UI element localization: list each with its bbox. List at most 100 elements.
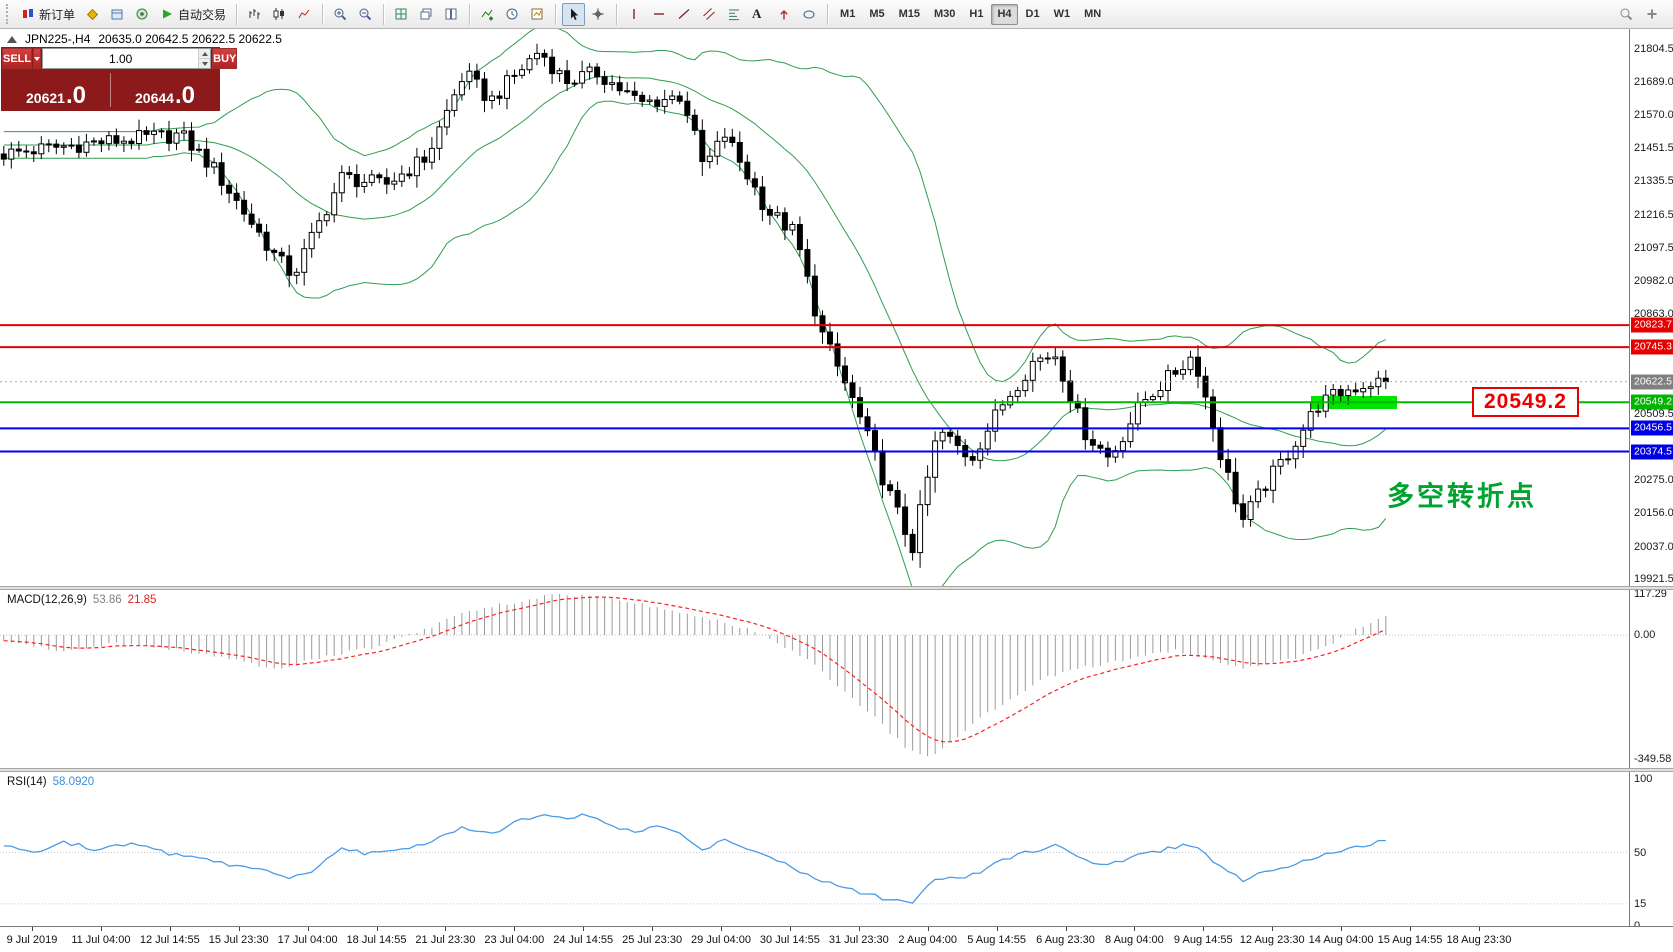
tile-windows-button[interactable] [390,3,413,26]
timeframe-h1-button[interactable]: H1 [963,4,989,25]
zoom-in-icon [334,8,347,21]
macd-indicator-pane[interactable]: MACD(12,26,9) 53.86 21.85 [0,590,1629,768]
price-axis-badge: 20823.7 [1631,317,1673,333]
pane-splitter[interactable] [0,586,1673,590]
price-chart-canvas[interactable] [0,29,1629,586]
timeframe-m30-button[interactable]: M30 [928,4,961,25]
horizontal-line-icon [654,13,665,15]
toolbar-separator [616,3,618,25]
trendline-button[interactable] [673,3,696,26]
zoom-out-button[interactable] [354,3,377,26]
rsi-axis-label: 50 [1634,846,1647,859]
price-axis-badge: 20374.5 [1631,444,1673,459]
rsi-canvas[interactable] [0,772,1629,926]
chevron-up-icon [201,51,208,56]
timeframe-m5-button[interactable]: M5 [863,4,890,25]
shapes-tool-button[interactable] [798,3,821,26]
timeframe-m1-button[interactable]: M1 [834,4,861,25]
time-axis-label: 18 Aug 23:30 [1446,934,1512,946]
macd-signal-value: 21.85 [127,594,157,606]
volume-decrease-button[interactable] [199,58,211,68]
templates-button[interactable] [526,3,549,26]
vertical-line-button[interactable] [623,3,646,26]
volume-input[interactable] [43,49,199,68]
volume-increase-button[interactable] [199,49,211,58]
sell-price[interactable]: 20621.0 [26,81,86,109]
price-axis-badge: 20549.2 [1631,394,1673,410]
time-axis-tick [445,927,447,931]
price-axis-badge: 20745.3 [1631,339,1673,355]
price-axis-label: 21451.5 [1634,142,1673,155]
sell-button[interactable]: SELL [2,48,33,69]
buy-button[interactable]: BUY [212,48,238,69]
crosshair-button[interactable] [587,3,610,26]
macd-canvas[interactable] [0,590,1629,768]
horizontal-line-button[interactable] [648,3,671,26]
time-axis-tick [1341,927,1343,931]
timeframe-mn-button[interactable]: MN [1078,4,1107,25]
price-axis-label: 21804.5 [1634,43,1673,55]
price-divider [110,73,111,107]
macd-label: MACD(12,26,9) 53.86 21.85 [7,594,156,606]
time-axis-tick [376,927,378,931]
candlestick-chart-button[interactable] [268,3,291,26]
indicators-button[interactable] [476,3,499,26]
price-chart-pane[interactable]: 20549.2 多空转折点 [0,29,1629,586]
tile-windows-icon [395,8,407,20]
price-level-callout[interactable]: 20549.2 [1472,387,1579,417]
timeframe-w1-button[interactable]: W1 [1048,4,1077,25]
cursor-button[interactable] [562,2,586,26]
price-axis-label: 20037.0 [1634,540,1673,553]
time-axis-label: 12 Jul 14:55 [139,934,200,946]
candlestick-chart-icon [273,8,285,20]
text-tool-button[interactable]: A [748,3,771,26]
zoom-out-icon [359,8,372,21]
toolbar-grip[interactable] [6,4,10,24]
line-chart-button[interactable] [293,3,316,26]
autotrading-label: 自动交易 [178,7,227,22]
time-axis-label: 9 Jul 2019 [6,934,58,946]
templates-icon [531,8,543,20]
rsi-value: 58.0920 [52,776,95,788]
zoom-in-button[interactable] [329,3,352,26]
marketwatch-button[interactable] [81,3,104,26]
autotrading-button[interactable]: 自动交易 [156,3,230,26]
order-type-dropdown[interactable] [33,48,42,69]
timeframe-m15-button[interactable]: M15 [893,4,926,25]
search-button[interactable] [1615,3,1638,26]
time-axis-tick [1272,927,1274,931]
main-toolbar: 新订单 自动交易 [0,0,1673,29]
new-order-button[interactable]: 新订单 [17,3,79,26]
channel-button[interactable] [698,3,721,26]
trade-panel-toggle-icon[interactable] [7,35,17,43]
data-window-button[interactable] [106,3,129,26]
arrows-tool-button[interactable] [773,3,796,26]
navigator-button[interactable] [131,3,154,26]
toolbar-separator [827,3,829,25]
periods-button[interactable] [501,3,524,26]
time-axis-tick [721,927,722,931]
time-axis-tick [1478,927,1480,931]
pane-splitter[interactable] [0,768,1673,772]
fibonacci-button[interactable] [723,3,746,26]
chevron-down-icon [201,61,208,66]
buy-price[interactable]: 20644.0 [135,81,195,109]
price-axis-label: 21335.5 [1634,175,1673,187]
time-axis[interactable]: 9 Jul 2019 11 Jul 04:00 12 Jul 14:55 15 Jul… [0,926,1673,952]
time-axis-tick [583,927,585,931]
timeframe-d1-button[interactable]: D1 [1020,4,1046,25]
time-axis-label: 8 Aug 04:00 [1105,934,1164,946]
time-axis-tick [100,927,102,931]
data-window-icon [111,9,123,20]
vertical-line-icon [633,9,635,19]
tile-vertical-button[interactable] [440,3,463,26]
cascade-windows-button[interactable] [415,3,438,26]
bar-chart-button[interactable] [243,3,266,26]
chart-symbol-title: JPN225-,H4 [25,32,91,46]
crosshair-icon [592,8,604,20]
add-button[interactable] [1641,3,1664,26]
time-axis-label: 14 Aug 04:00 [1308,934,1374,946]
timeframe-h4-button[interactable]: H4 [991,3,1018,25]
rsi-indicator-pane[interactable]: RSI(14) 58.0920 [0,772,1629,926]
price-axis[interactable]: 21804.5 21689.0 21570.0 21451.5 21335.5 21216… [1629,29,1673,952]
